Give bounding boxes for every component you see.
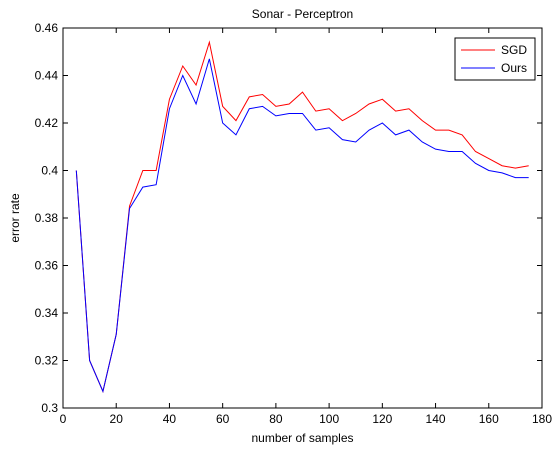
y-tick-label: 0.46 xyxy=(35,21,59,35)
x-tick-label: 80 xyxy=(269,412,283,426)
y-tick-label: 0.38 xyxy=(35,211,59,225)
x-tick-label: 140 xyxy=(426,412,446,426)
series-line-sgd xyxy=(75,40,529,393)
y-tick-label: 0.42 xyxy=(35,116,59,130)
x-axis-label: number of samples xyxy=(251,431,353,445)
y-tick-label: 0.34 xyxy=(35,306,59,320)
legend: SGD Ours xyxy=(454,37,536,81)
legend-label-sgd: SGD xyxy=(501,43,527,57)
x-tick-label: 180 xyxy=(532,412,552,426)
legend-label-ours: Ours xyxy=(501,61,527,75)
y-tick-label: 0.4 xyxy=(41,164,58,178)
axes-box xyxy=(62,27,543,409)
y-tick-label: 0.36 xyxy=(35,259,59,273)
x-tick-label: 160 xyxy=(479,412,499,426)
x-tick-label: 20 xyxy=(110,412,124,426)
y-axis-ticks: 0.3 0.32 0.34 0.36 0.38 0.4 0.42 0.44 0.46 xyxy=(35,21,542,415)
plot-area xyxy=(62,27,543,409)
series-layer xyxy=(75,40,529,393)
y-tick-label: 0.44 xyxy=(35,69,59,83)
y-tick-label: 0.3 xyxy=(41,401,58,415)
x-tick-label: 120 xyxy=(372,412,392,426)
x-axis-ticks: 0 20 40 60 80 100 120 140 160 180 xyxy=(60,28,552,426)
legend-box xyxy=(454,37,536,81)
y-axis-label: error rate xyxy=(8,193,22,243)
y-tick-label: 0.32 xyxy=(35,354,59,368)
x-tick-label: 0 xyxy=(60,412,67,426)
x-tick-label: 40 xyxy=(163,412,177,426)
series-line-ours xyxy=(75,58,529,393)
chart-title: Sonar - Perceptron xyxy=(252,7,353,21)
x-tick-label: 100 xyxy=(319,412,339,426)
x-tick-label: 60 xyxy=(216,412,230,426)
